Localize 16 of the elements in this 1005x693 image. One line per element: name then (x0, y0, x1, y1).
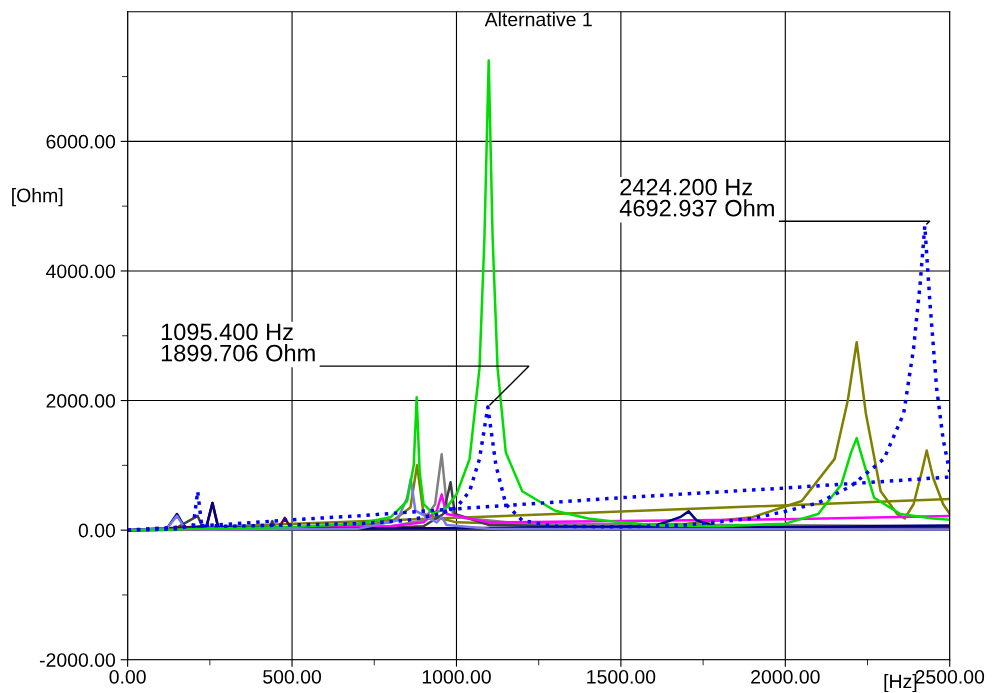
y-tick-label: 0.00 (78, 523, 116, 538)
chart-title: Alternative 1 (484, 12, 592, 27)
x-tick-label: 0.00 (109, 669, 146, 684)
x-tick-label: 1000.00 (422, 669, 491, 684)
x-tick-label: 1500.00 (587, 669, 656, 684)
annotation: 1095.400 Hz 1899.706 Ohm (161, 323, 315, 362)
annotation: 2424.200 Hz 4692.937 Ohm (619, 178, 774, 217)
x-tick-label: 2000.00 (751, 669, 820, 684)
y-tick-label: 2000.00 (46, 394, 116, 408)
x-axis-title: [Hz] (884, 673, 917, 693)
y-axis-title: [Ohm] (12, 188, 63, 207)
y-tick-label: 6000.00 (46, 134, 116, 149)
x-tick-label: 2500.00 (915, 669, 985, 684)
x-tick-label: 500.00 (263, 669, 322, 684)
y-tick-label: -2000.00 (39, 653, 116, 667)
y-tick-label: 4000.00 (46, 264, 116, 279)
